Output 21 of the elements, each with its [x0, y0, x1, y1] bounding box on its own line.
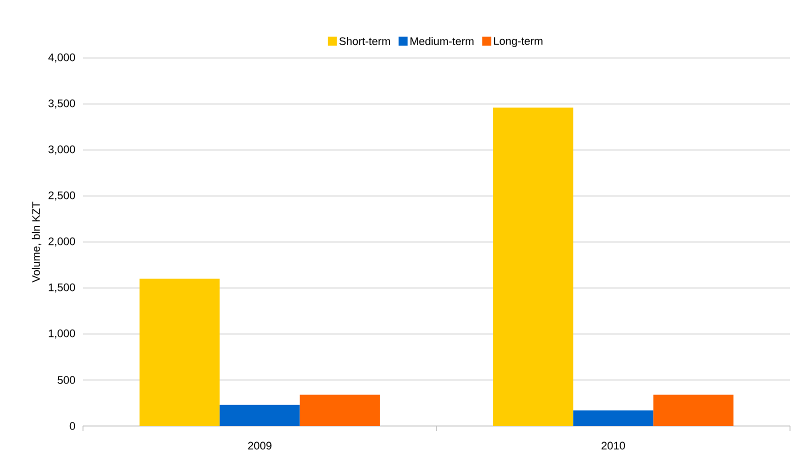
x-tick-label: 2010 [602, 442, 625, 450]
y-tick-label: 1,500 [48, 283, 76, 293]
legend-label: Long-term [494, 37, 542, 48]
bar [300, 394, 380, 426]
y-tick-label: 1,000 [48, 329, 76, 339]
bar [140, 278, 220, 426]
legend-label: Medium-term [410, 37, 474, 46]
y-tick-label: 2,000 [48, 237, 76, 247]
legend-label: Short-term [339, 37, 390, 46]
bar [573, 410, 654, 426]
y-tick-label: 4,000 [48, 53, 76, 63]
y-tick-label: 500 [58, 376, 76, 384]
x-tick-label: 2009 [248, 442, 272, 450]
y-tick-label: 0 [70, 422, 76, 430]
y-tick-label: 3,000 [48, 145, 76, 155]
y-tick-label: 3,500 [48, 99, 76, 109]
bar [653, 394, 734, 426]
y-tick-label: 2,500 [48, 191, 76, 201]
bar [493, 108, 574, 426]
bar [220, 404, 300, 426]
y-axis-title: Volume, bln KZT [32, 202, 42, 282]
